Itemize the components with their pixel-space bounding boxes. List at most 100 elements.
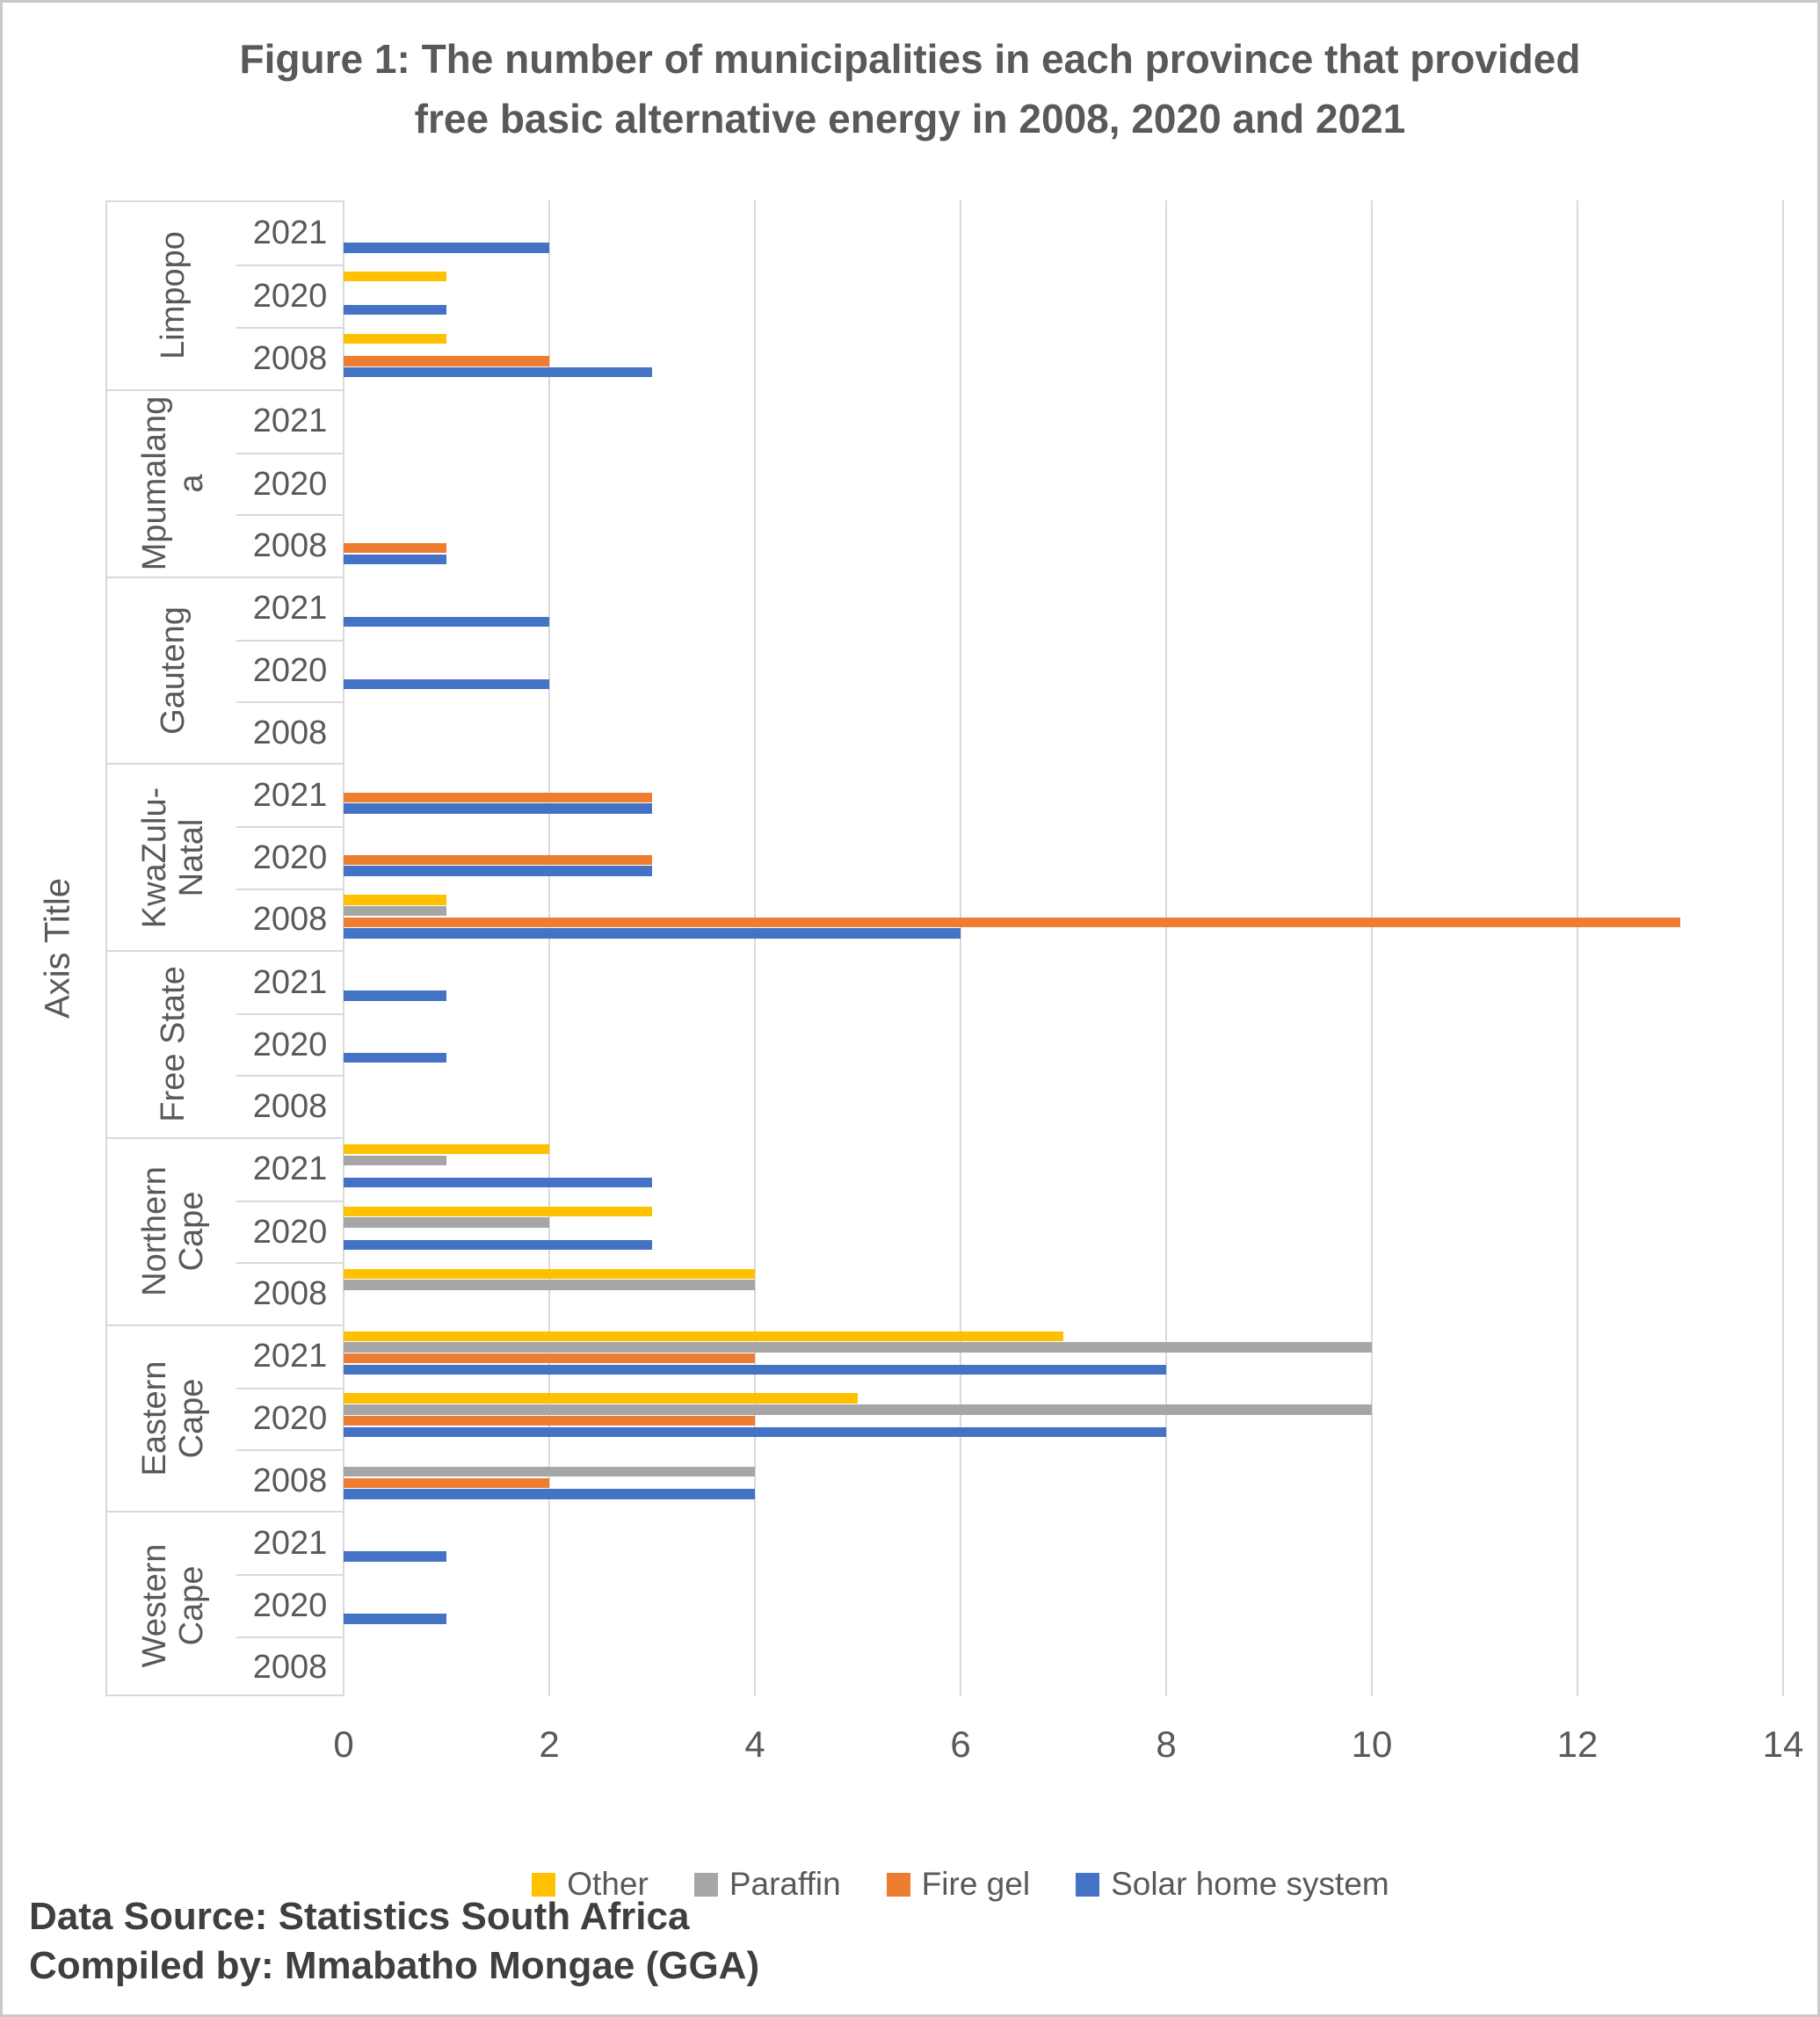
year-label-free-state-2021: 2021 (252, 963, 328, 1001)
bar-northern-cape-2020-paraffin (344, 1217, 549, 1228)
bar-slot-solar-home-system (344, 990, 1783, 1002)
bar-eastern-cape-2008-solar-home-system (344, 1489, 755, 1499)
bar-slot-other (344, 770, 1783, 781)
year-label-eastern-cape-2020: 2020 (236, 1387, 344, 1449)
chart-title: Figure 1: The number of municipalities i… (3, 29, 1817, 149)
x-tick-label-2: 2 (539, 1723, 560, 1765)
bar-slot-other (344, 1206, 1783, 1218)
bar-slot-other (344, 521, 1783, 533)
bar-row-western-cape-2021 (344, 1509, 1783, 1571)
bar-slot-fire-gel (344, 606, 1783, 617)
bar-slot-fire-gel (344, 1291, 1783, 1302)
bar-slot-solar-home-system (344, 1676, 1783, 1687)
category-group-western-cape: Western Cape 2021 2020 2008 (107, 1511, 344, 1698)
bar-slot-paraffin (344, 345, 1783, 357)
bar-row-northern-cape-2008 (344, 1260, 1783, 1323)
bar-slot-solar-home-system (344, 1239, 1783, 1252)
bar-slot-other (344, 1455, 1783, 1467)
bar-slot-fire-gel (344, 1477, 1783, 1490)
year-label-kwazulu-natal-2008: 2008 (236, 888, 344, 950)
bar-slot-paraffin (344, 1529, 1783, 1541)
year-label-eastern-cape-2021: 2021 (252, 1338, 328, 1375)
bar-slot-solar-home-system (344, 741, 1783, 752)
bar-row-free-state-2008 (344, 1073, 1783, 1135)
bar-slot-solar-home-system (344, 803, 1783, 815)
bar-slot-other (344, 1019, 1783, 1031)
bar-slot-fire-gel (344, 730, 1783, 742)
year-label-eastern-cape-2008: 2008 (236, 1448, 344, 1511)
bar-slot-fire-gel (344, 854, 1783, 867)
bar-slot-solar-home-system (344, 1177, 1783, 1189)
legend-swatch-solar-home-system (1076, 1872, 1100, 1897)
province-label-line: Free State (155, 966, 192, 1123)
bar-rows (344, 200, 1783, 1696)
bar-kwazulu-natal-2021-fire-gel (344, 792, 652, 803)
bar-slot-solar-home-system (344, 1551, 1783, 1563)
category-group-limpopo: Limpopo 2021 2020 2008 (107, 202, 344, 389)
province-label-mpumalanga: Mpumalang a (136, 396, 210, 571)
gridline-x-14 (1782, 200, 1784, 1696)
bar-slot-paraffin (344, 283, 1783, 294)
bar-northern-cape-2008-paraffin (344, 1280, 755, 1290)
year-label-mpumalanga-2020: 2020 (236, 452, 344, 514)
legend-item-fire-gel: Fire gel (886, 1866, 1030, 1903)
bar-slot-fire-gel (344, 792, 1783, 804)
bar-row-eastern-cape-2008 (344, 1447, 1783, 1509)
year-label-free-state-2020: 2020 (236, 1013, 344, 1075)
bar-row-limpopo-2008 (344, 325, 1783, 388)
bar-row-limpopo-2020 (344, 263, 1783, 325)
bar-slot-solar-home-system (344, 243, 1783, 254)
bar-row-kwazulu-natal-2020 (344, 823, 1783, 886)
province-label-line: Limpopo (155, 231, 192, 360)
bar-slot-fire-gel (344, 294, 1783, 305)
bar-kwazulu-natal-2020-fire-gel (344, 854, 652, 865)
y-axis-title: Axis Title (38, 877, 77, 1019)
bar-northern-cape-2021-paraffin (344, 1155, 446, 1165)
legend-label-solar-home-system: Solar home system (1111, 1866, 1389, 1902)
legend-label-paraffin: Paraffin (729, 1866, 841, 1902)
bar-kwazulu-natal-2008-paraffin (344, 905, 446, 917)
bar-slot-solar-home-system (344, 1426, 1783, 1439)
legend-swatch-other (532, 1872, 556, 1897)
x-tick-label-6: 6 (950, 1723, 971, 1765)
bar-slot-paraffin (344, 1155, 1783, 1167)
bar-northern-cape-2021-solar-home-system (344, 1177, 652, 1188)
bar-limpopo-2020-other (344, 271, 446, 282)
bar-slot-solar-home-system (344, 1614, 1783, 1625)
gridline-x-6 (960, 200, 961, 1696)
bar-slot-other (344, 396, 1783, 408)
bar-slot-fire-gel (344, 917, 1783, 929)
bar-slot-fire-gel (344, 979, 1783, 990)
province-label-free-state: Free State (155, 967, 192, 1122)
bar-eastern-cape-2020-solar-home-system (344, 1426, 1166, 1437)
bar-slot-other (344, 1082, 1783, 1093)
bar-slot-paraffin (344, 905, 1783, 918)
province-label-line: Cape (173, 1378, 210, 1459)
province-label-kwazulu-natal: KwaZulu- Natal (136, 787, 210, 928)
category-group-mpumalanga: Mpumalang a 2021 2020 2008 (107, 388, 344, 577)
category-group-kwazulu-natal: KwaZulu- Natal 2021 2020 2008 (107, 763, 344, 950)
bar-row-mpumalanga-2020 (344, 450, 1783, 512)
bar-slot-fire-gel (344, 668, 1783, 679)
bar-slot-paraffin (344, 1342, 1783, 1353)
bar-slot-other (344, 1643, 1783, 1654)
bar-slot-paraffin (344, 844, 1783, 855)
bar-row-mpumalanga-2008 (344, 512, 1783, 575)
bar-slot-solar-home-system (344, 1115, 1783, 1127)
bar-slot-solar-home-system (344, 1053, 1783, 1064)
bar-kwazulu-natal-2021-solar-home-system (344, 803, 652, 814)
bar-slot-fire-gel (344, 356, 1783, 367)
bar-slot-paraffin (344, 1217, 1783, 1229)
bar-northern-cape-2008-other (344, 1268, 755, 1280)
province-label-line: Gauteng (155, 606, 192, 735)
bar-slot-paraffin (344, 1404, 1783, 1416)
province-label-line: Natal (173, 818, 210, 896)
bar-kwazulu-natal-2008-fire-gel (344, 917, 1680, 927)
bar-slot-fire-gel (344, 1041, 1783, 1053)
x-tick-label-8: 8 (1156, 1723, 1177, 1765)
bar-row-gauteng-2021 (344, 575, 1783, 637)
year-label-northern-cape-2020: 2020 (236, 1200, 344, 1262)
bar-free-state-2020-solar-home-system (344, 1053, 446, 1063)
province-label-line: Western (136, 1543, 173, 1668)
bar-eastern-cape-2021-paraffin (344, 1342, 1372, 1353)
